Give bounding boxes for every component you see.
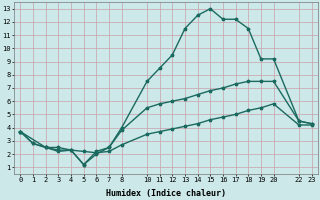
X-axis label: Humidex (Indice chaleur): Humidex (Indice chaleur) xyxy=(106,189,226,198)
